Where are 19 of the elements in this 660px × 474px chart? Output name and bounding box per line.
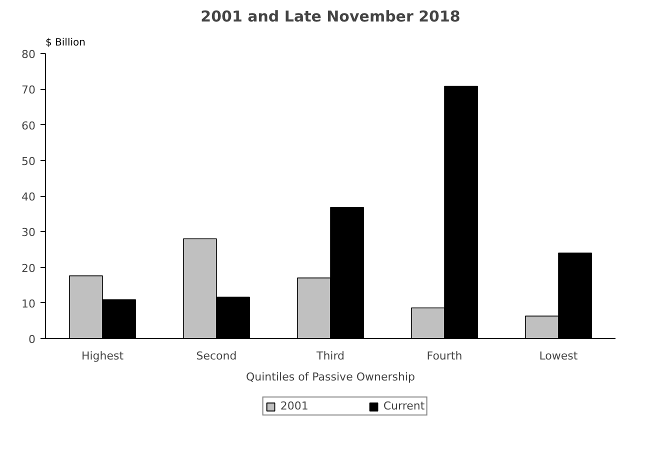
x-tick-label: Second [196,350,237,362]
y-tick-label: 40 [22,190,36,204]
chart-title: 2001 and Late November 2018 [200,8,460,26]
legend-label: 2001 [280,400,308,412]
x-axis-title: Quintiles of Passive Ownership [246,370,416,384]
y-tick-label: 50 [22,154,36,168]
y-tick-label: 30 [22,226,36,240]
x-tick-label: Lowest [539,350,578,362]
y-tick-label: 0 [28,333,36,346]
y-tick-label: 60 [22,119,36,132]
legend-label: Current [383,400,425,412]
y-axis-title: $ Billion [46,38,86,48]
x-tick-label: Fourth [426,350,462,362]
y-tick-label: 20 [22,262,36,275]
y-tick-label: 80 [22,48,36,61]
x-tick-label: Third [315,350,345,362]
y-tick-label: 70 [22,84,36,97]
x-tick-label: Highest [81,350,124,362]
y-tick-label: 10 [22,297,36,310]
